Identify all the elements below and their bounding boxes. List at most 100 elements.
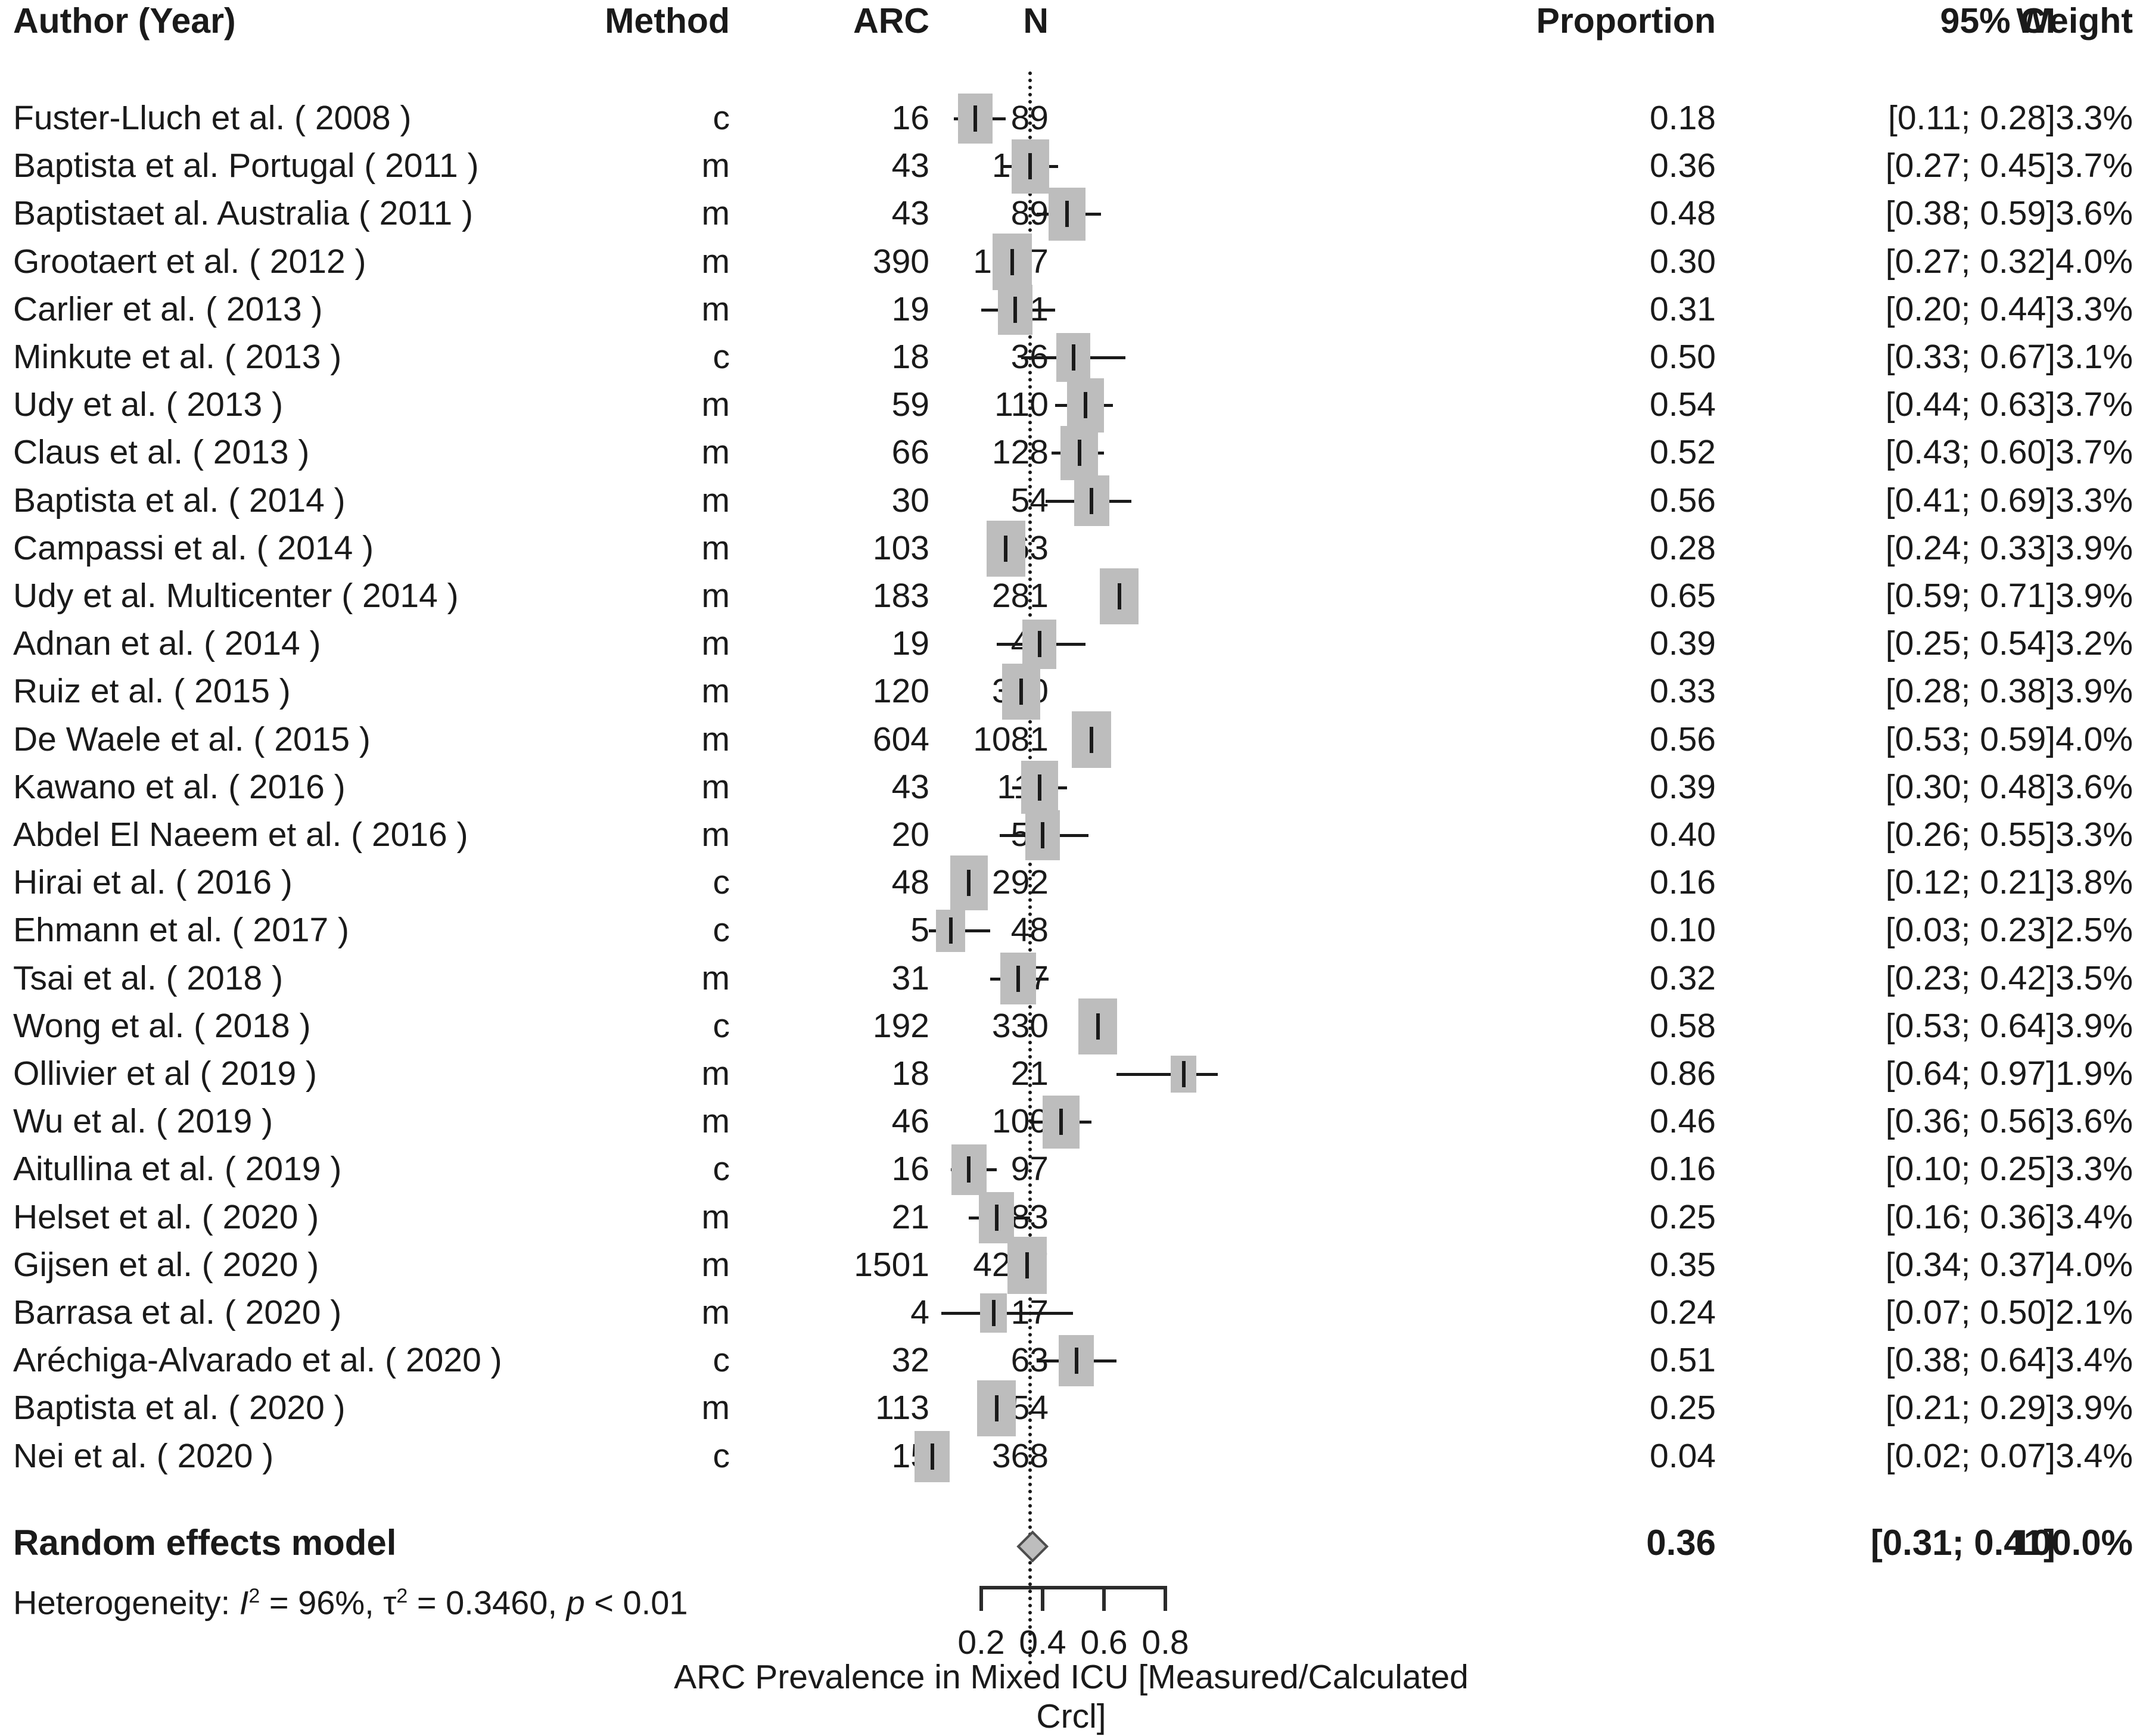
study-ci: [0.24; 0.33] (1885, 528, 2055, 567)
study-ci: [0.25; 0.54] (1885, 624, 2055, 663)
x-axis-tick (1164, 1586, 1167, 1611)
study-proportion: 0.65 (1650, 577, 1716, 615)
study-method: m (701, 385, 730, 424)
study-arc: 19 (891, 290, 929, 328)
study-weight: 3.6% (2055, 194, 2133, 233)
het-tau-value: = 0.3460, (408, 1583, 567, 1622)
study-weight-box (1060, 425, 1099, 480)
study-weight: 3.6% (2055, 767, 2133, 806)
point-estimate-marker (1096, 1013, 1100, 1040)
study-arc: 31 (891, 959, 929, 997)
study-ci: [0.10; 0.25] (1885, 1150, 2055, 1189)
study-method: c (713, 99, 730, 137)
point-estimate-marker (1065, 201, 1069, 228)
study-method: c (713, 1006, 730, 1045)
het-i-value: = 96%, (260, 1583, 384, 1622)
point-estimate-marker (1071, 344, 1075, 371)
study-author: Tsai et al. ( 2018 ) (13, 959, 284, 997)
study-weight: 3.1% (2055, 338, 2133, 376)
point-estimate-marker (1077, 440, 1081, 466)
study-author: Nei et al. ( 2020 ) (13, 1436, 274, 1475)
study-method: m (701, 1102, 730, 1141)
point-estimate-marker (1074, 1348, 1078, 1374)
study-proportion: 0.25 (1650, 1389, 1716, 1427)
het-tau-exponent: 2 (396, 1585, 408, 1607)
study-weight-box (1100, 568, 1139, 625)
study-n: 83 (1010, 1197, 1049, 1236)
study-arc: 32 (891, 1341, 929, 1380)
study-proportion: 0.36 (1650, 147, 1716, 185)
study-arc: 46 (891, 1102, 929, 1141)
point-estimate-marker (1090, 726, 1094, 753)
study-proportion: 0.32 (1650, 959, 1716, 997)
study-n: 1317 (973, 242, 1049, 281)
column-header-proportion: Proportion (1536, 1, 1716, 41)
study-proportion: 0.56 (1650, 481, 1716, 519)
study-weight: 3.5% (2055, 959, 2133, 997)
study-proportion: 0.40 (1650, 816, 1716, 854)
study-method: c (713, 863, 730, 902)
study-weight: 3.9% (2055, 528, 2133, 567)
column-header-n: N (1023, 1, 1049, 41)
study-method: c (713, 1436, 730, 1475)
study-n: 89 (1010, 99, 1049, 137)
study-author: Adnan et al. ( 2014 ) (13, 624, 321, 663)
study-method: m (701, 1054, 730, 1093)
point-estimate-marker (1059, 1109, 1063, 1135)
study-method: m (701, 577, 730, 615)
study-weight: 3.9% (2055, 1389, 2133, 1427)
study-method: c (713, 1341, 730, 1380)
study-weight: 3.3% (2055, 99, 2133, 137)
heterogeneity-prefix: Heterogeneity: (13, 1583, 240, 1622)
confidence-interval-line (1100, 595, 1138, 598)
study-author: Baptista et al. Portugal ( 2011 ) (13, 147, 479, 185)
study-weight: 3.3% (2055, 481, 2133, 519)
study-proportion: 0.51 (1650, 1341, 1716, 1380)
study-weight-box (1049, 187, 1086, 241)
study-weight-box (1171, 1055, 1197, 1093)
column-header-arc: ARC (853, 1, 929, 41)
study-n: 97 (1010, 1150, 1049, 1189)
summary-weight: 100.0% (2011, 1523, 2133, 1563)
study-ci: [0.07; 0.50] (1885, 1293, 2055, 1331)
x-axis-tick-label: 0.2 (957, 1623, 1005, 1662)
study-author: Wu et al. ( 2019 ) (13, 1102, 273, 1141)
study-arc: 120 (872, 672, 929, 711)
x-axis-tick-label: 0.8 (1142, 1623, 1189, 1662)
study-proportion: 0.86 (1650, 1054, 1716, 1093)
study-weight: 2.5% (2055, 911, 2133, 950)
x-axis-label: ARC Prevalence in Mixed ICU [Measured/Ca… (674, 1658, 1469, 1735)
study-arc: 20 (891, 816, 929, 854)
study-ci: [0.53; 0.59] (1885, 720, 2055, 758)
study-proportion: 0.04 (1650, 1436, 1716, 1475)
study-proportion: 0.16 (1650, 863, 1716, 902)
study-n: 281 (991, 577, 1049, 615)
study-ci: [0.43; 0.60] (1885, 433, 2055, 472)
study-ci: [0.27; 0.45] (1885, 147, 2055, 185)
study-ci: [0.30; 0.48] (1885, 767, 2055, 806)
study-author: Carlier et al. ( 2013 ) (13, 290, 323, 328)
study-weight: 3.7% (2055, 147, 2133, 185)
study-author: Baptista et al. ( 2014 ) (13, 481, 346, 519)
point-estimate-marker (1090, 487, 1094, 514)
study-weight-box (1072, 711, 1112, 769)
study-weight: 3.4% (2055, 1341, 2133, 1380)
study-author: Minkute et al. ( 2013 ) (13, 338, 342, 376)
study-n: 120 (991, 147, 1049, 185)
study-arc: 183 (872, 577, 929, 615)
study-author: Kawano et al. ( 2016 ) (13, 767, 346, 806)
study-proportion: 0.39 (1650, 624, 1716, 663)
study-method: c (713, 338, 730, 376)
study-method: c (713, 911, 730, 950)
study-method: m (701, 528, 730, 567)
study-n: 63 (1010, 1341, 1049, 1380)
study-weight-box (1066, 378, 1105, 433)
study-author: De Waele et al. ( 2015 ) (13, 720, 371, 758)
summary-label: Random effects model (13, 1523, 397, 1563)
study-proportion: 0.50 (1650, 338, 1716, 376)
study-arc: 390 (872, 242, 929, 281)
study-proportion: 0.52 (1650, 433, 1716, 472)
study-ci: [0.59; 0.71] (1885, 577, 2055, 615)
study-weight: 3.9% (2055, 1006, 2133, 1045)
study-ci: [0.28; 0.38] (1885, 672, 2055, 711)
